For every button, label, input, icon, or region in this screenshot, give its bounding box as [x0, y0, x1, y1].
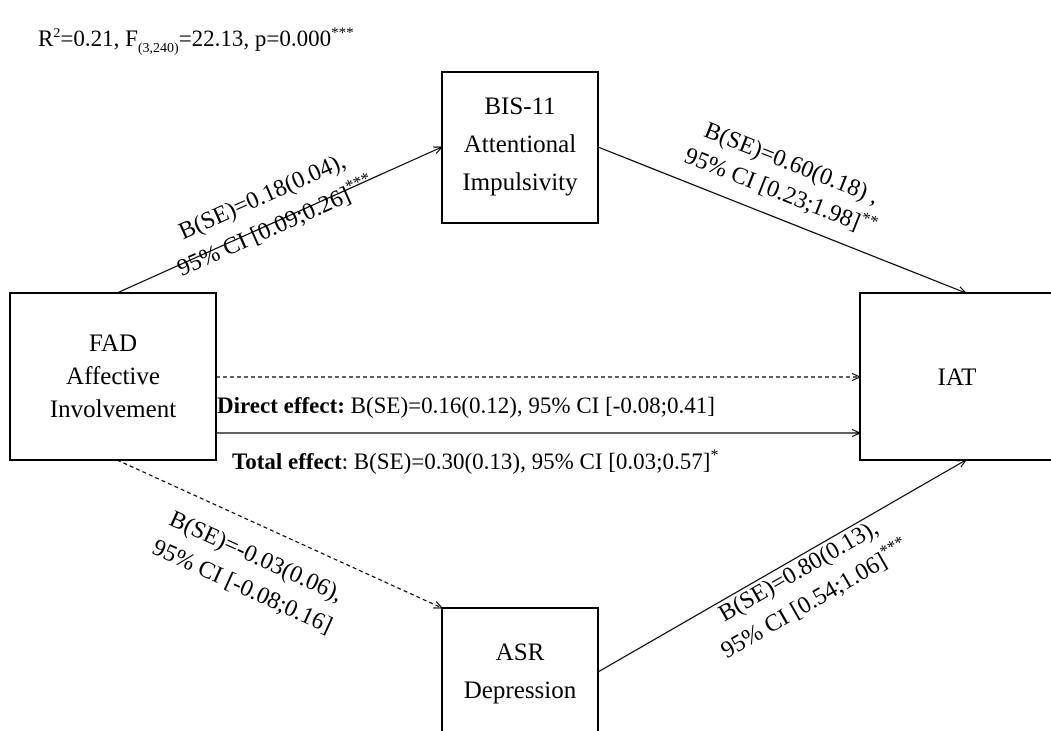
node-fad-line-1: FAD	[89, 330, 137, 357]
node-bis: BIS-11 Attentional Impulsivity	[441, 71, 599, 224]
node-asr-line-2: Depression	[464, 677, 577, 704]
node-bis-line-3: Impulsivity	[462, 169, 578, 196]
node-iat: IAT	[859, 292, 1051, 461]
label-fad-to-bis: B(SE)=0.18(0.04), 95% CI [0.09;0.26]***	[173, 148, 373, 282]
node-asr: ASR Depression	[441, 607, 599, 731]
label-bis-to-iat: B(SE)=0.60(0.18) , 95% CI [0.23;1.98]**	[681, 117, 883, 235]
arrow-fad-to-bis	[116, 146, 442, 294]
arrow-asr-to-iat	[597, 460, 966, 673]
node-bis-line-2: Attentional	[464, 131, 577, 158]
model-stats: R2=0.21, F(3,240)=22.13, p=0.000***	[38, 25, 354, 56]
label-fad-to-asr: B(SE)=-0.03(0.06), 95% CI [-0.08;0.16]	[148, 506, 346, 639]
node-fad-line-2: Affective	[66, 363, 160, 390]
node-fad-line-3: Involvement	[50, 396, 176, 423]
direct-effect-label: Direct effect: B(SE)=0.16(0.12), 95% CI …	[217, 393, 715, 418]
node-asr-line-1: ASR	[496, 639, 545, 666]
node-fad: FAD Affective Involvement	[9, 292, 217, 461]
total-effect-label: Total effect: B(SE)=0.30(0.13), 95% CI […	[232, 447, 718, 474]
arrow-fad-to-asr	[116, 459, 442, 608]
arrow-bis-to-iat	[597, 146, 966, 293]
node-iat-line-1: IAT	[938, 364, 977, 391]
label-asr-to-iat: B(SE)=0.80(0.13), 95% CI [0.54;1.06]***	[714, 515, 908, 664]
node-bis-line-1: BIS-11	[484, 93, 555, 120]
